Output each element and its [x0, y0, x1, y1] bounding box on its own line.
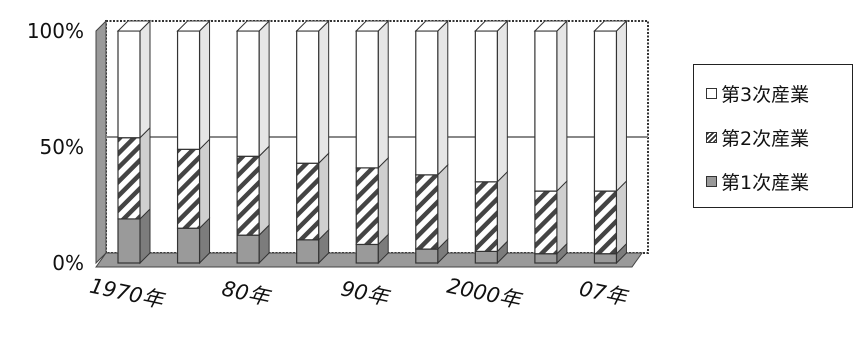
bar-side-2005-s1: [556, 179, 568, 255]
bar-side-2000-s2: [496, 19, 508, 184]
bar-1980-s2: [236, 30, 260, 157]
bar-side-1975-s2: [199, 19, 211, 151]
bar-side-1990-s1: [377, 156, 389, 246]
bar-1985-s2: [296, 30, 320, 164]
bar-1985-s1: [296, 162, 320, 241]
bar-1995-s0: [415, 248, 439, 264]
bar-1975-s1: [176, 148, 201, 229]
bar-top-1980: [235, 20, 271, 32]
bar-top-2007: [593, 20, 628, 32]
bar-2007-s0: [593, 253, 618, 264]
y-tick-label-0: 0%: [52, 251, 84, 275]
legend-label-secondary: 第2次産業: [721, 127, 810, 150]
bar-side-1980-s1: [258, 145, 270, 237]
bar-top-1970: [116, 20, 152, 32]
bar-2000-s0: [474, 250, 498, 264]
bar-1995-s1: [415, 174, 439, 250]
bar-1980-s0: [236, 234, 260, 264]
bar-2005-s1: [534, 190, 558, 255]
legend-swatch-tertiary: [706, 87, 717, 99]
bar-side-1995-s2: [437, 19, 449, 177]
bar-top-1985: [295, 20, 330, 32]
bar-1990-s2: [355, 30, 379, 169]
legend-item-secondary: 第2次産業: [706, 123, 809, 151]
bar-side-2007-s1: [615, 179, 627, 255]
bar-2005-s2: [534, 30, 558, 192]
bar-side-1990-s2: [377, 19, 389, 170]
bar-top-2005: [533, 20, 569, 32]
bar-2007-s1: [593, 190, 618, 255]
bar-side-1975-s1: [199, 138, 211, 230]
x-tick-label-1970: 1970年: [88, 274, 168, 313]
bar-side-2007-s2: [615, 19, 627, 193]
bar-2000-s2: [474, 30, 498, 183]
bar-1985-s0: [296, 239, 320, 264]
bar-1995-s2: [415, 30, 439, 176]
bar-1990-s1: [355, 167, 379, 246]
bar-side-1985-s2: [318, 19, 330, 165]
bar-2005-s0: [534, 253, 558, 264]
bar-1970-s0: [117, 218, 141, 264]
legend-label-primary: 第1次産業: [721, 171, 810, 194]
bar-top-1995: [414, 20, 449, 32]
bar-side-2000-s1: [496, 170, 508, 253]
bar-top-1990: [355, 20, 390, 32]
legend-item-primary: 第1次産業: [706, 167, 809, 195]
y-tick-label-50: 50%: [40, 135, 84, 159]
x-tick-label-2000: 2000年: [445, 274, 525, 313]
legend-swatch-primary: [706, 175, 717, 187]
bar-top-1975: [176, 20, 211, 32]
bar-side-1970-s1: [139, 126, 151, 221]
bar-1990-s0: [355, 243, 379, 264]
bar-side-1970-s2: [139, 19, 151, 139]
x-tick-label-2007: 07年: [577, 276, 631, 310]
bar-side-1985-s1: [318, 152, 330, 242]
legend: 第3次産業 第2次産業 第1次産業: [693, 64, 853, 208]
legend-label-tertiary: 第3次産業: [721, 83, 810, 106]
bar-top-2000: [474, 20, 509, 32]
bar-1980-s1: [236, 155, 260, 236]
legend-item-tertiary: 第3次産業: [706, 79, 809, 107]
bar-2000-s1: [474, 181, 498, 253]
x-tick-label-1980: 80年: [220, 276, 274, 310]
bar-1970-s1: [117, 137, 141, 220]
bar-side-1980-s2: [258, 19, 270, 158]
bar-2007-s2: [593, 30, 618, 192]
left-wall: [95, 19, 107, 265]
bar-1970-s2: [117, 30, 141, 139]
bar-1975-s0: [176, 227, 201, 264]
y-tick-label-100: 100%: [27, 19, 84, 43]
bar-side-2005-s2: [556, 19, 568, 193]
legend-swatch-secondary: [706, 131, 717, 143]
x-tick-label-1990: 90年: [339, 276, 393, 310]
bar-1975-s2: [176, 30, 201, 150]
bar-side-1995-s1: [437, 163, 449, 251]
